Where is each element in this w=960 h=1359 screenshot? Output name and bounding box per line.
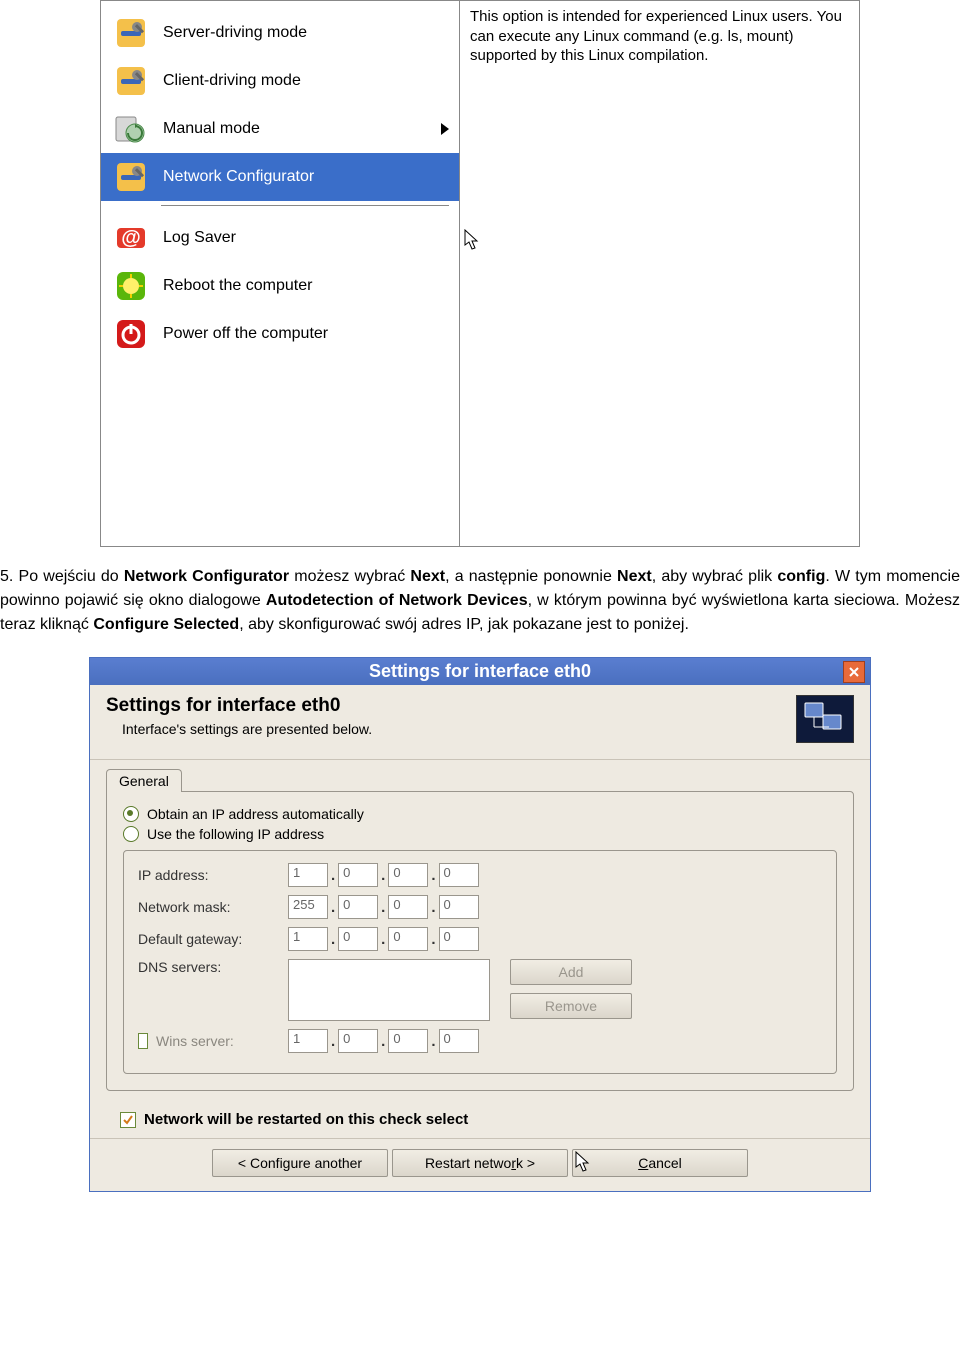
close-button[interactable] — [843, 661, 865, 683]
radio-icon — [123, 826, 139, 842]
menu-description-panel: This option is intended for experienced … — [460, 1, 861, 546]
tools-icon — [111, 61, 151, 101]
radio-manual-ip[interactable]: Use the following IP address — [123, 826, 837, 842]
mask-octet[interactable]: 0 — [338, 895, 378, 919]
wins-checkbox[interactable] — [138, 1033, 148, 1049]
configure-another-button[interactable]: < Configure another — [212, 1149, 388, 1177]
mask-label: Network mask: — [138, 899, 288, 915]
network-icon — [796, 695, 854, 743]
menu-label: Server-driving mode — [163, 24, 449, 42]
ip-octet[interactable]: 0 — [439, 863, 479, 887]
gw-octet[interactable]: 0 — [338, 927, 378, 951]
radio-icon — [123, 806, 139, 822]
menu-divider — [161, 205, 449, 206]
mask-octet[interactable]: 255 — [288, 895, 328, 919]
dialog-header-subtitle: Interface's settings are presented below… — [122, 721, 796, 737]
dialog-header-title: Settings for interface eth0 — [106, 695, 796, 717]
ip-octet[interactable]: 0 — [338, 863, 378, 887]
menu-label: Power off the computer — [163, 325, 449, 343]
menu-label: Manual mode — [163, 120, 441, 138]
gw-octet[interactable]: 0 — [439, 927, 479, 951]
menu-panel: Server-driving mode Client-driving mode … — [101, 1, 460, 546]
menu-item-poweroff[interactable]: Power off the computer — [101, 310, 459, 358]
tab-general[interactable]: General — [106, 769, 182, 792]
wins-octet[interactable]: 1 — [288, 1029, 328, 1053]
at-icon: @ — [111, 218, 151, 258]
tools-icon — [111, 13, 151, 53]
ip-settings-panel: IP address: 1. 0. 0. 0 Network mask: 255… — [123, 850, 837, 1074]
ip-octet[interactable]: 1 — [288, 863, 328, 887]
menu-item-server-driving[interactable]: Server-driving mode — [101, 9, 459, 57]
menu-item-client-driving[interactable]: Client-driving mode — [101, 57, 459, 105]
submenu-arrow-icon — [441, 123, 449, 135]
restart-checkbox-label: Network will be restarted on this check … — [144, 1111, 468, 1128]
instruction-paragraph: 5. Po wejściu do Network Configurator mo… — [0, 565, 960, 637]
restart-network-button[interactable]: Restart network > — [392, 1149, 568, 1177]
tools-icon — [111, 157, 151, 197]
menu-item-network-configurator[interactable]: Network Configurator — [101, 153, 459, 201]
mask-octet[interactable]: 0 — [388, 895, 428, 919]
menu-screenshot: Server-driving mode Client-driving mode … — [100, 0, 860, 547]
ip-label: IP address: — [138, 867, 288, 883]
menu-item-reboot[interactable]: Reboot the computer — [101, 262, 459, 310]
dns-listbox[interactable] — [288, 959, 490, 1021]
dns-label: DNS servers: — [138, 959, 288, 975]
gw-octet[interactable]: 0 — [388, 927, 428, 951]
settings-dialog: Settings for interface eth0 Settings for… — [89, 657, 871, 1192]
menu-item-log-saver[interactable]: @ Log Saver — [101, 214, 459, 262]
remove-button[interactable]: Remove — [510, 993, 632, 1019]
svg-text:@: @ — [121, 227, 141, 249]
menu-label: Log Saver — [163, 229, 449, 247]
menu-label: Reboot the computer — [163, 277, 449, 295]
ip-octet[interactable]: 0 — [388, 863, 428, 887]
cursor-icon — [464, 229, 482, 257]
reboot-icon — [111, 266, 151, 306]
radio-auto-ip[interactable]: Obtain an IP address automatically — [123, 806, 837, 822]
restart-checkbox-row[interactable]: Network will be restarted on this check … — [90, 1095, 870, 1138]
checkbox-icon — [120, 1112, 136, 1128]
add-button[interactable]: Add — [510, 959, 632, 985]
gateway-label: Default gateway: — [138, 931, 288, 947]
menu-description: This option is intended for experienced … — [470, 8, 842, 64]
mask-octet[interactable]: 0 — [439, 895, 479, 919]
menu-label: Client-driving mode — [163, 72, 449, 90]
tab-panel: Obtain an IP address automatically Use t… — [106, 791, 854, 1091]
wins-label: Wins server: — [156, 1033, 288, 1049]
wins-octet[interactable]: 0 — [388, 1029, 428, 1053]
cd-cycle-icon — [111, 109, 151, 149]
titlebar: Settings for interface eth0 — [90, 658, 870, 685]
close-icon — [848, 666, 860, 678]
cancel-button[interactable]: Cancel — [572, 1149, 748, 1177]
wins-octet[interactable]: 0 — [338, 1029, 378, 1053]
menu-label: Network Configurator — [163, 168, 449, 186]
menu-item-manual-mode[interactable]: Manual mode — [101, 105, 459, 153]
window-title: Settings for interface eth0 — [369, 661, 591, 681]
wins-octet[interactable]: 0 — [439, 1029, 479, 1053]
gw-octet[interactable]: 1 — [288, 927, 328, 951]
power-icon — [111, 314, 151, 354]
